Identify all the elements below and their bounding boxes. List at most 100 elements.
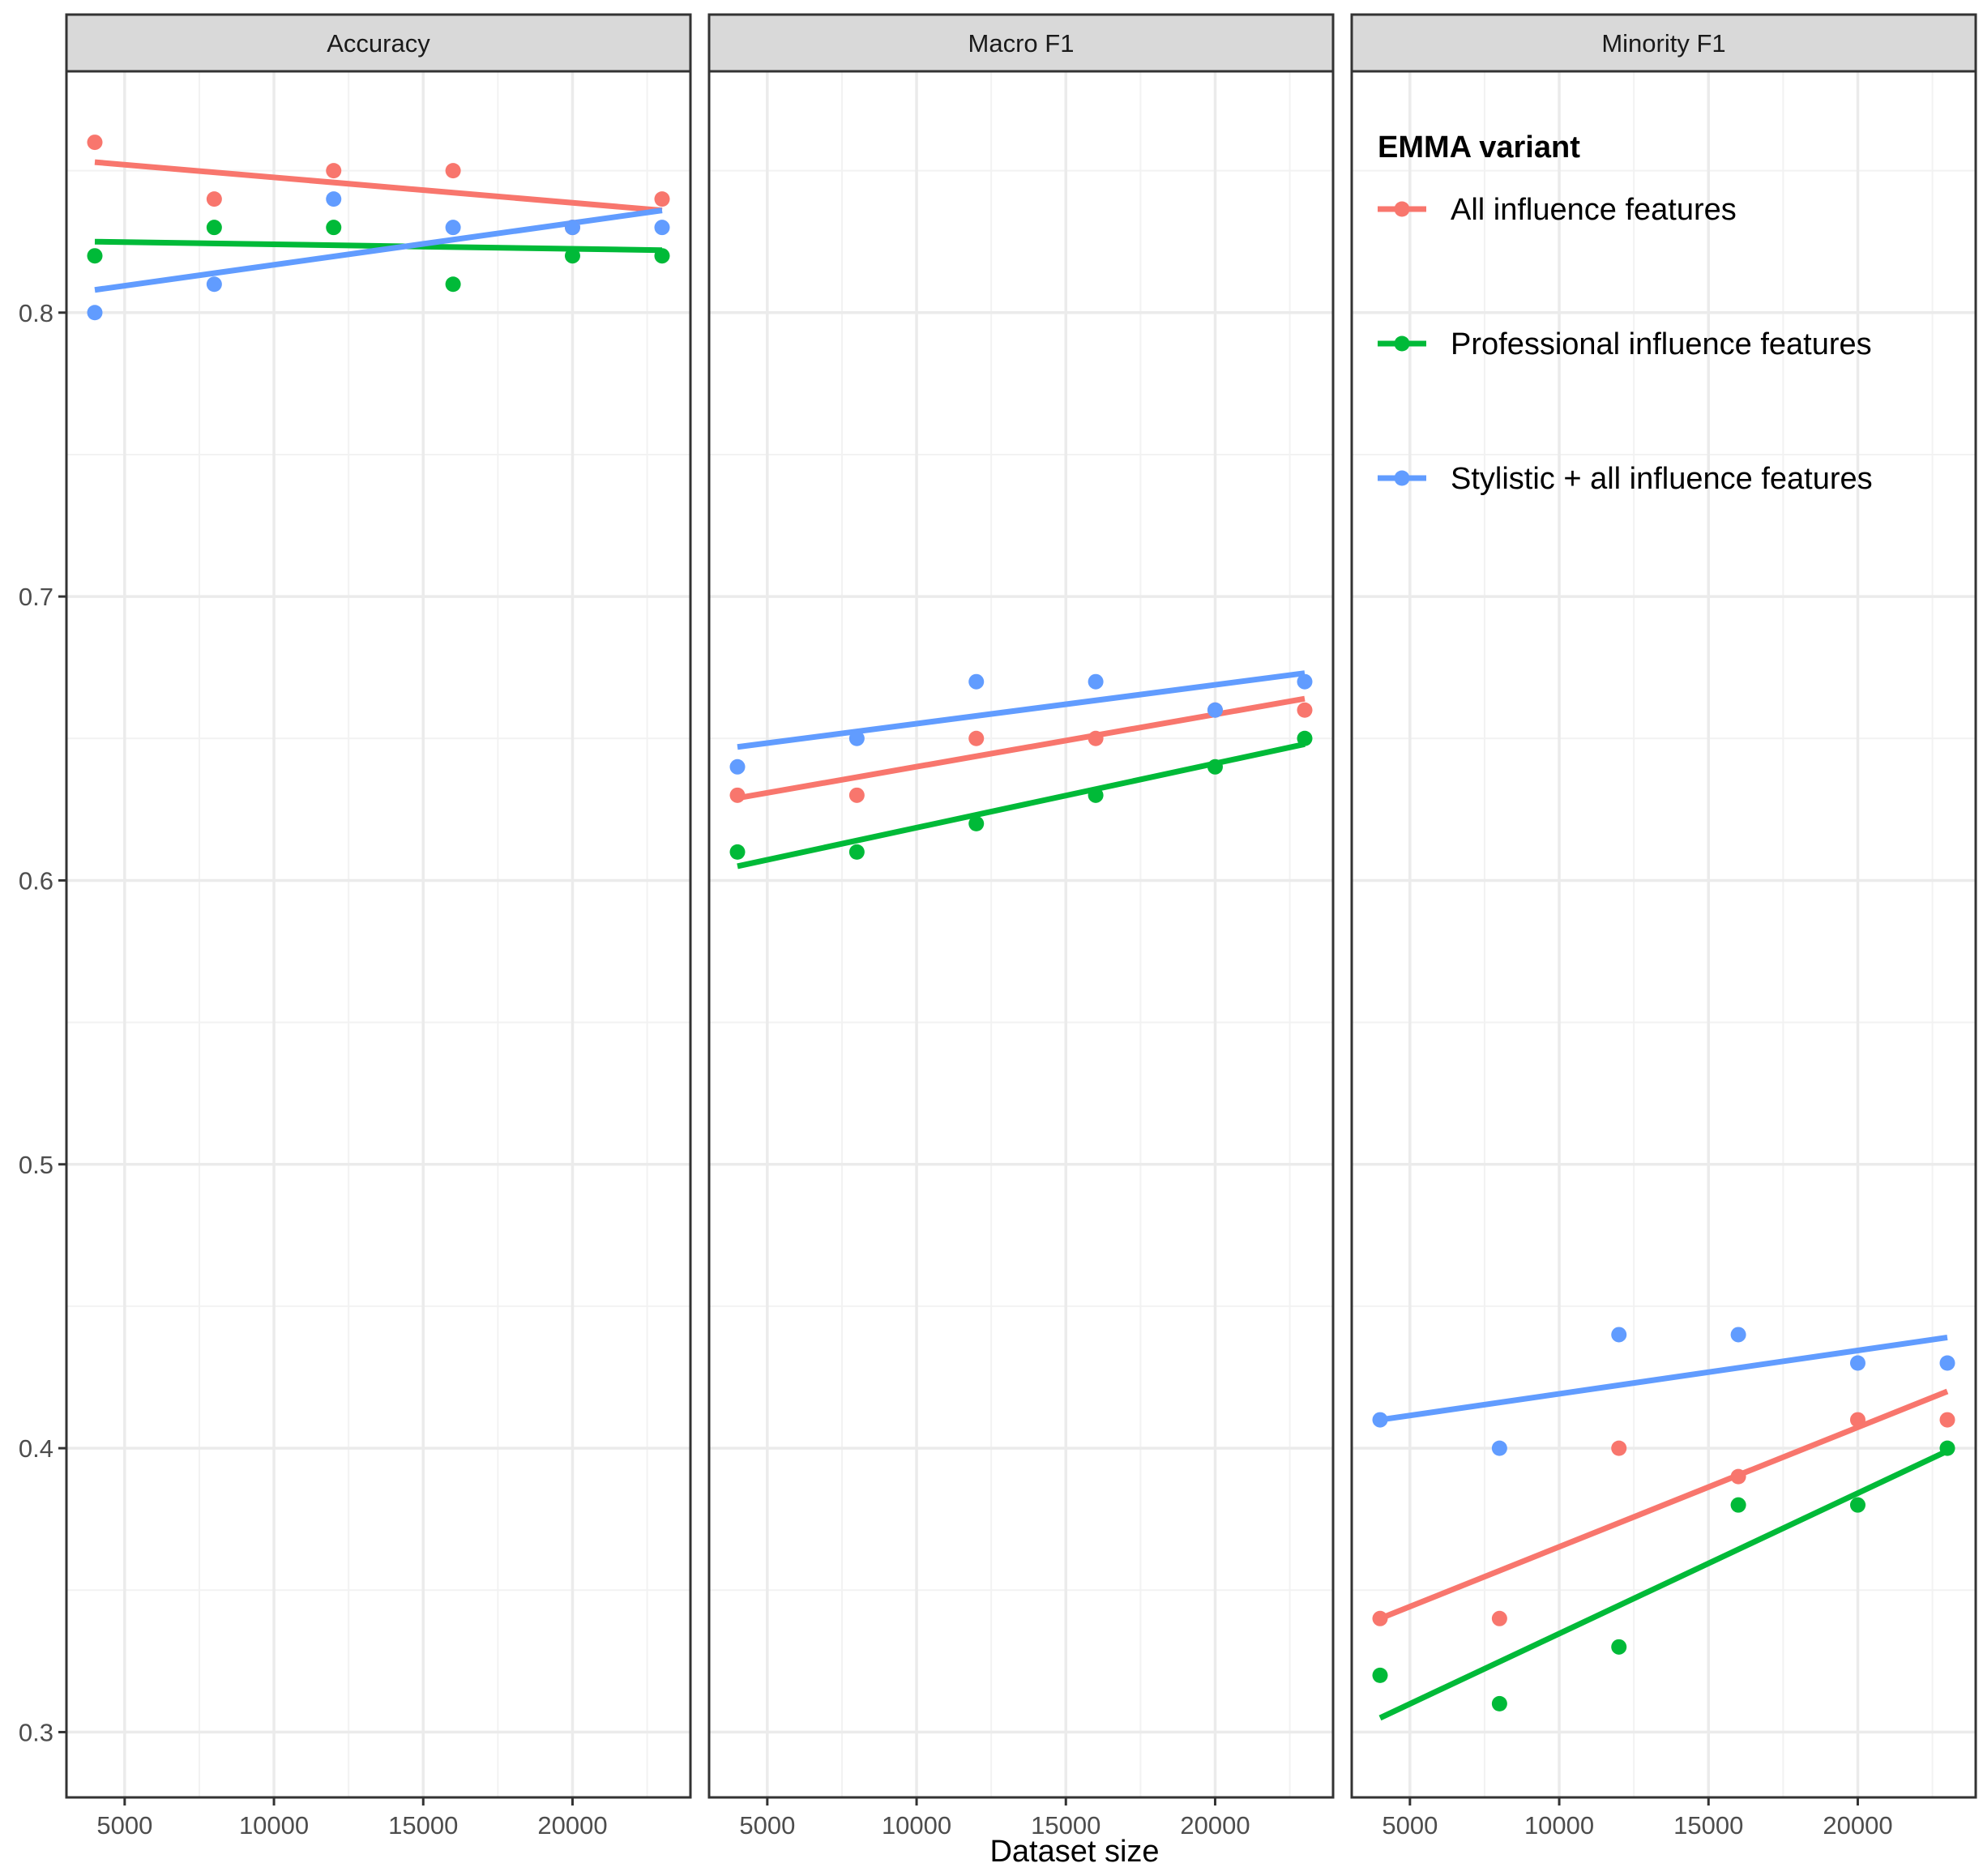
facet-minority-f1: Minority F1 5000 10000 15000 20000 <box>1350 13 1977 1840</box>
data-point <box>1088 787 1104 803</box>
legend-key-point <box>1394 470 1410 486</box>
data-point <box>564 220 580 236</box>
data-point <box>654 248 670 264</box>
data-point <box>445 163 461 179</box>
legend-item: Professional influence features <box>1378 327 1872 361</box>
x-tick-label: 5000 <box>739 1811 795 1840</box>
panel-background <box>709 71 1333 1797</box>
data-point <box>1088 673 1104 690</box>
data-point <box>445 220 461 236</box>
panel-background <box>66 71 690 1797</box>
legend-label: All influence features <box>1451 193 1737 227</box>
legend-label: Professional influence features <box>1451 327 1872 361</box>
fit-line <box>94 238 663 254</box>
data-point <box>206 276 222 293</box>
legend-key-point <box>1394 201 1410 217</box>
fit-line <box>737 670 1306 750</box>
data-point <box>1849 1412 1865 1428</box>
facet-strip-label: Macro F1 <box>968 29 1075 58</box>
data-point <box>848 730 865 746</box>
data-point <box>1491 1695 1507 1711</box>
data-point <box>1939 1355 1955 1371</box>
data-point <box>445 276 461 293</box>
x-tick-label: 15000 <box>388 1811 458 1840</box>
data-point <box>1730 1497 1746 1513</box>
facet-strip <box>1350 13 1977 73</box>
data-point <box>1088 730 1104 746</box>
data-point <box>729 787 746 803</box>
x-tick-label: 15000 <box>1673 1811 1743 1840</box>
y-tick-label: 0.5 <box>19 1151 53 1179</box>
data-point <box>1939 1440 1955 1456</box>
data-point <box>848 844 865 860</box>
legend-item: Stylistic + all influence features <box>1378 462 1873 496</box>
data-point <box>1849 1355 1865 1371</box>
facet-strip-label: Minority F1 <box>1601 29 1725 58</box>
y-axis-tick-labels: 0.3 0.4 0.5 0.6 0.7 0.8 <box>19 299 66 1746</box>
x-tick-label: 20000 <box>1823 1811 1892 1840</box>
facet-strip-label: Accuracy <box>327 29 430 58</box>
data-point <box>206 191 222 207</box>
data-point <box>1849 1497 1865 1513</box>
legend-item: All influence features <box>1378 193 1737 227</box>
x-tick-label: 5000 <box>1382 1811 1438 1840</box>
facet-strip <box>707 13 1335 73</box>
data-point <box>326 191 342 207</box>
facet-macro-f1: Macro F1 5000 10000 15000 20000 <box>707 13 1335 1840</box>
data-point <box>326 220 342 236</box>
data-point <box>654 191 670 207</box>
data-point <box>729 759 746 775</box>
data-point <box>1372 1610 1388 1626</box>
data-point <box>1207 702 1223 718</box>
data-point <box>968 730 985 746</box>
data-point <box>1491 1610 1507 1626</box>
x-tick-label: 10000 <box>882 1811 951 1840</box>
data-point <box>1297 673 1313 690</box>
data-point <box>729 844 746 860</box>
legend-label: Stylistic + all influence features <box>1451 462 1873 496</box>
legend-title: EMMA variant <box>1378 130 1580 165</box>
y-tick-label: 0.3 <box>19 1718 53 1746</box>
data-point <box>206 220 222 236</box>
x-axis-label: Dataset size <box>989 1835 1159 1869</box>
data-point <box>87 248 103 264</box>
fit-line <box>1378 1448 1949 1721</box>
x-tick-label: 10000 <box>1524 1811 1594 1840</box>
data-point <box>1730 1468 1746 1485</box>
data-point <box>1730 1327 1746 1343</box>
x-tick-label: 15000 <box>1031 1811 1100 1840</box>
data-point <box>564 248 580 264</box>
data-point <box>1372 1667 1388 1683</box>
facet-strip <box>65 13 692 73</box>
legend-key-point <box>1394 335 1410 352</box>
data-point <box>1611 1639 1627 1655</box>
y-tick-label: 0.8 <box>19 299 53 327</box>
x-tick-label: 5000 <box>96 1811 152 1840</box>
data-point <box>1491 1440 1507 1456</box>
data-point <box>1297 730 1313 746</box>
x-tick-label: 20000 <box>1180 1811 1250 1840</box>
y-tick-label: 0.7 <box>19 583 53 611</box>
data-point <box>968 815 985 831</box>
data-point <box>87 305 103 321</box>
data-point <box>1297 702 1313 718</box>
fit-line <box>94 159 663 214</box>
data-point <box>87 135 103 151</box>
data-point <box>1611 1327 1627 1343</box>
fit-line <box>1378 1388 1949 1622</box>
data-point <box>1939 1412 1955 1428</box>
panel-background <box>1352 71 1976 1797</box>
data-point <box>968 673 985 690</box>
data-point <box>848 787 865 803</box>
y-tick-label: 0.4 <box>19 1434 53 1463</box>
legend: EMMA variant All influence features Profes… <box>1378 130 1873 496</box>
data-point <box>326 163 342 179</box>
data-point <box>1611 1440 1627 1456</box>
x-tick-label: 10000 <box>239 1811 309 1840</box>
data-point <box>654 220 670 236</box>
facet-accuracy: Accuracy 5000 10000 15000 20000 <box>65 13 692 1840</box>
facet-panels: Accuracy 5000 10000 15000 20000 Macro F1 5000 1… <box>65 13 1977 1840</box>
x-tick-label: 20000 <box>537 1811 607 1840</box>
data-point <box>1207 759 1223 775</box>
